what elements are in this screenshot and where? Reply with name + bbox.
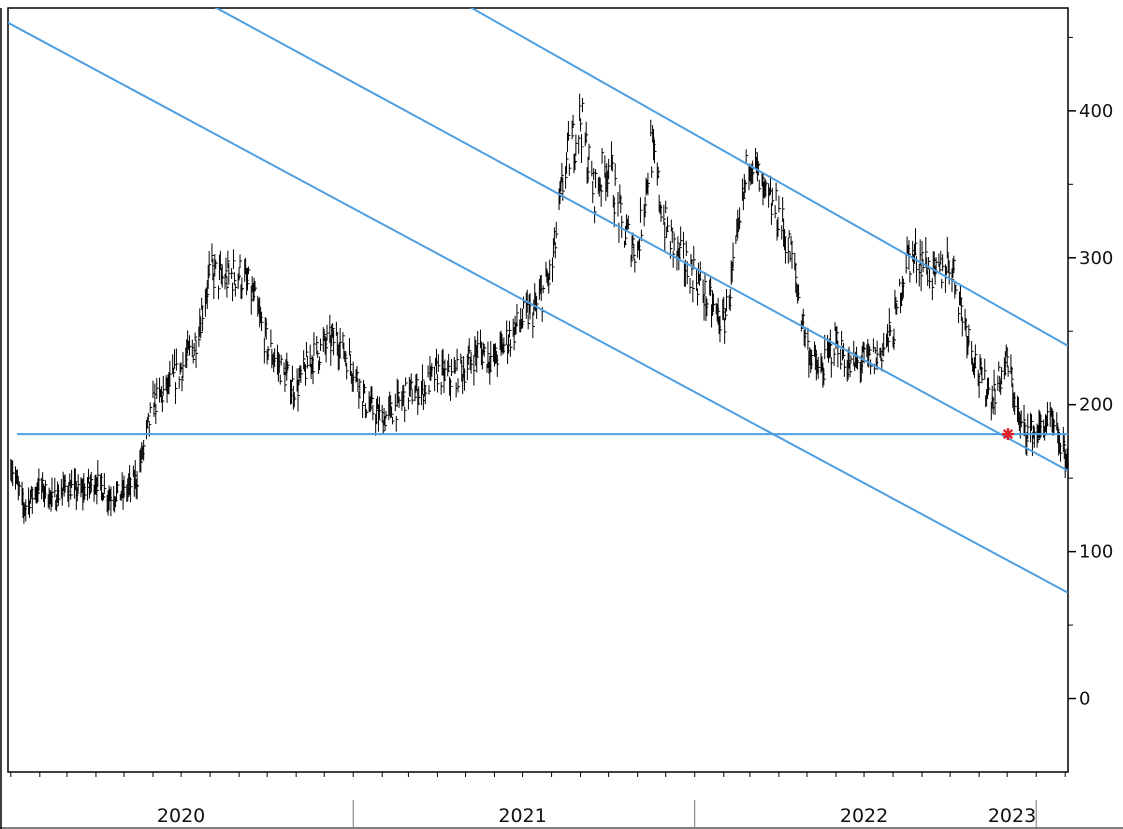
channel-line-upper bbox=[469, 8, 1068, 347]
plot-frame bbox=[7, 7, 1069, 773]
y-tick-label-200: 200 bbox=[1079, 395, 1113, 416]
x-year-label-2023: 2023 bbox=[988, 805, 1036, 827]
channel-line-lower bbox=[8, 21, 1068, 594]
price-series bbox=[10, 93, 1068, 524]
y-tick-label-400: 400 bbox=[1079, 101, 1113, 122]
x-year-label-2020: 2020 bbox=[157, 805, 205, 827]
y-tick-label-100: 100 bbox=[1079, 542, 1113, 563]
x-axis: 2020 2021 2022 2023 bbox=[10, 772, 1066, 829]
x-year-label-2021: 2021 bbox=[498, 805, 546, 827]
reference-lines bbox=[8, 8, 1068, 594]
marker-layer bbox=[1002, 428, 1014, 441]
marker-asterisk-stroke-3 bbox=[1002, 428, 1014, 440]
channel-line-middle bbox=[214, 8, 1068, 472]
plot-area bbox=[0, 7, 1123, 829]
y-tick-label-0: 0 bbox=[1079, 689, 1090, 710]
x-year-label-2022: 2022 bbox=[840, 805, 888, 827]
y-tick-label-300: 300 bbox=[1079, 248, 1113, 269]
y-axis: 0 100 200 300 400 bbox=[1068, 36, 1113, 710]
